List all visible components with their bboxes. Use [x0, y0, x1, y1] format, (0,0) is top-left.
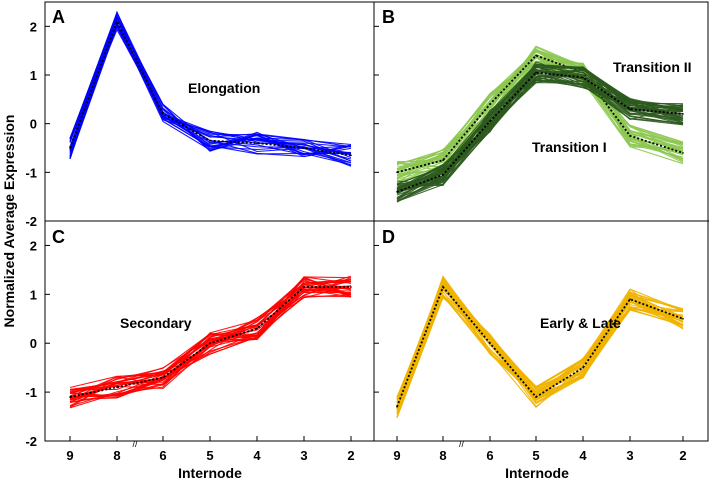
- mean-point: [442, 286, 444, 288]
- y-tick-label: -1: [25, 385, 37, 400]
- mean-point: [489, 342, 491, 345]
- mean-point: [116, 386, 118, 389]
- y-tick-label: 1: [30, 68, 37, 83]
- panel-annotation: Transition II: [613, 59, 692, 75]
- gene-profile-line: [396, 281, 684, 406]
- x-tick-label: 6: [486, 448, 493, 463]
- axis-break-mark: //: [132, 439, 138, 449]
- gene-profile-line: [396, 280, 684, 403]
- gene-profile-line: [396, 60, 684, 171]
- panel-letter: A: [52, 7, 65, 27]
- mean-point: [209, 139, 211, 142]
- panel-letter: B: [382, 7, 395, 27]
- x-tick-label: 6: [159, 448, 166, 463]
- mean-point: [162, 113, 164, 115]
- panel-d: D Early & Late: [382, 227, 684, 418]
- series-transition-ii: [396, 61, 684, 203]
- y-tick-label: -2: [25, 214, 37, 229]
- mean-point: [582, 366, 584, 369]
- mean-point: [162, 376, 164, 379]
- x-tick-label: 4: [579, 448, 587, 463]
- y-tick-label: 0: [30, 117, 37, 132]
- series-early-late: [396, 275, 684, 418]
- series-secondary: [69, 275, 352, 409]
- panel-annotation: Early & Late: [540, 315, 621, 331]
- mean-point: [303, 286, 305, 288]
- x-tick-label: 4: [253, 448, 261, 463]
- panels-layer: A Elongation B Transition II Transition I C Se…: [52, 7, 692, 418]
- y-tick-label: 2: [30, 19, 37, 34]
- mean-point: [350, 286, 352, 288]
- mean-point: [350, 154, 352, 157]
- mean-point: [629, 108, 631, 110]
- mean-point: [682, 152, 684, 154]
- mean-point: [582, 76, 584, 79]
- mean-point: [535, 54, 537, 57]
- gene-profile-line: [396, 69, 684, 202]
- series-transition-i: [396, 45, 684, 184]
- y-tick-label: 1: [30, 287, 37, 302]
- mean-point: [489, 120, 491, 122]
- gene-profile-line: [69, 14, 352, 159]
- x-tick-label: 8: [113, 448, 120, 463]
- x-axis-title: Internode: [505, 465, 569, 481]
- mean-point: [396, 406, 398, 408]
- mean-point: [489, 103, 491, 105]
- mean-point: [256, 142, 258, 144]
- y-tick-label: 2: [30, 238, 37, 253]
- panel-annotation: Elongation: [188, 80, 260, 96]
- gene-profile-line: [396, 69, 684, 190]
- panel-a: A Elongation: [52, 7, 352, 167]
- gene-profile-line: [396, 61, 684, 202]
- x-tick-label: 5: [206, 448, 213, 463]
- x-tick-label: 2: [347, 448, 354, 463]
- x-tick-label: 2: [679, 448, 686, 463]
- x-tick-label: 9: [393, 448, 400, 463]
- mean-point: [535, 396, 537, 398]
- panel-letter: D: [382, 227, 395, 247]
- mean-point: [629, 135, 631, 137]
- panel-letter: C: [52, 227, 65, 247]
- mean-point: [116, 20, 118, 23]
- mean-point: [442, 159, 444, 161]
- panel-annotation: Secondary: [120, 315, 192, 331]
- mean-point: [682, 113, 684, 115]
- mean-point: [69, 147, 71, 149]
- panel-annotation: Transition I: [532, 139, 607, 155]
- gene-profile-line: [69, 285, 352, 403]
- y-tick-label: -1: [25, 165, 37, 180]
- x-axis-title: Internode: [178, 465, 242, 481]
- mean-point: [442, 174, 444, 176]
- gene-profile-line: [396, 48, 684, 175]
- y-tick-label: -2: [25, 434, 37, 449]
- panel-b: B Transition II Transition I: [382, 7, 692, 203]
- x-tick-label: 3: [300, 448, 307, 463]
- series-elongation: [69, 10, 352, 167]
- y-tick-label: 0: [30, 336, 37, 351]
- mean-point: [303, 147, 305, 149]
- gene-profile-line: [69, 287, 352, 394]
- gene-profile-line: [69, 285, 352, 391]
- y-axis-title: Normalized Average Expression: [1, 115, 17, 328]
- mean-point: [69, 396, 71, 398]
- gene-profile-line: [396, 64, 684, 190]
- mean-point: [535, 71, 537, 74]
- mean-point: [396, 191, 398, 193]
- mean-point: [256, 327, 258, 330]
- x-tick-label: 9: [66, 448, 73, 463]
- x-tick-label: 3: [626, 448, 633, 463]
- mean-point: [629, 298, 631, 301]
- axis-break-mark: //: [459, 439, 465, 449]
- mean-point: [209, 342, 211, 345]
- x-tick-label: 5: [532, 448, 539, 463]
- gene-profile-line: [69, 280, 352, 397]
- mean-point: [682, 318, 684, 320]
- x-tick-label: 8: [439, 448, 446, 463]
- mean-point: [396, 171, 398, 174]
- panel-c: C Secondary: [52, 227, 352, 409]
